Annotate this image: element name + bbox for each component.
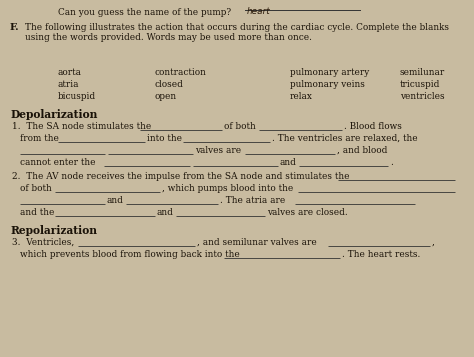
Text: . The heart rests.: . The heart rests. bbox=[342, 250, 420, 259]
Text: and: and bbox=[157, 208, 174, 217]
Text: bicuspid: bicuspid bbox=[58, 92, 96, 101]
Text: Can you guess the name of the pump?: Can you guess the name of the pump? bbox=[58, 8, 231, 17]
Text: of both: of both bbox=[20, 184, 52, 193]
Text: 1.  The SA node stimulates the: 1. The SA node stimulates the bbox=[12, 122, 151, 131]
Text: using the words provided. Words may be used more than once.: using the words provided. Words may be u… bbox=[25, 33, 312, 42]
Text: Depolarization: Depolarization bbox=[10, 109, 97, 120]
Text: which prevents blood from flowing back into the: which prevents blood from flowing back i… bbox=[20, 250, 240, 259]
Text: tricuspid: tricuspid bbox=[400, 80, 440, 89]
Text: atria: atria bbox=[58, 80, 80, 89]
Text: and the: and the bbox=[20, 208, 55, 217]
Text: . Blood flows: . Blood flows bbox=[344, 122, 402, 131]
Text: , which pumps blood into the: , which pumps blood into the bbox=[162, 184, 293, 193]
Text: and: and bbox=[280, 158, 297, 167]
Text: from the: from the bbox=[20, 134, 59, 143]
Text: , and semilunar valves are: , and semilunar valves are bbox=[197, 238, 317, 247]
Text: ,: , bbox=[432, 238, 435, 247]
Text: closed: closed bbox=[155, 80, 184, 89]
Text: valves are: valves are bbox=[195, 146, 241, 155]
Text: 3.  Ventricles,: 3. Ventricles, bbox=[12, 238, 74, 247]
Text: open: open bbox=[155, 92, 177, 101]
Text: . The ventricles are relaxed, the: . The ventricles are relaxed, the bbox=[272, 134, 418, 143]
Text: .: . bbox=[390, 158, 393, 167]
Text: 2.  The AV node receives the impulse from the SA node and stimulates the: 2. The AV node receives the impulse from… bbox=[12, 172, 349, 181]
Text: The following illustrates the action that occurs during the cardiac cycle. Compl: The following illustrates the action tha… bbox=[25, 23, 449, 32]
Text: contraction: contraction bbox=[155, 68, 207, 77]
Text: , and blood: , and blood bbox=[337, 146, 387, 155]
Text: valves are closed.: valves are closed. bbox=[267, 208, 348, 217]
Text: heart: heart bbox=[247, 7, 271, 16]
Text: . The atria are: . The atria are bbox=[220, 196, 285, 205]
Text: relax: relax bbox=[290, 92, 313, 101]
Text: Repolarization: Repolarization bbox=[10, 225, 97, 236]
Text: pulmonary artery: pulmonary artery bbox=[290, 68, 369, 77]
Text: and: and bbox=[107, 196, 124, 205]
Text: aorta: aorta bbox=[58, 68, 82, 77]
Text: cannot enter the: cannot enter the bbox=[20, 158, 95, 167]
Text: ventricles: ventricles bbox=[400, 92, 445, 101]
Text: semilunar: semilunar bbox=[400, 68, 445, 77]
Text: into the: into the bbox=[147, 134, 182, 143]
Text: of both: of both bbox=[224, 122, 256, 131]
Text: pulmonary veins: pulmonary veins bbox=[290, 80, 365, 89]
Text: F.: F. bbox=[10, 23, 19, 32]
